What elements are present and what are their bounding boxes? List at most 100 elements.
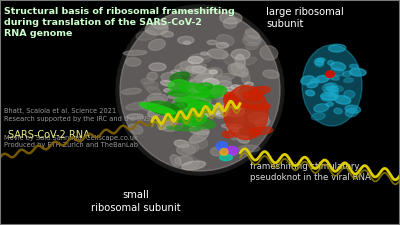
Ellipse shape (161, 72, 181, 82)
Ellipse shape (215, 106, 230, 118)
Ellipse shape (127, 114, 143, 119)
Text: Movie by Said Sannuga, Cellscape.co.uk
Produced by ETH Zurich and TheBanLab: Movie by Said Sannuga, Cellscape.co.uk P… (4, 135, 138, 148)
Ellipse shape (196, 86, 205, 91)
Ellipse shape (153, 21, 168, 29)
Ellipse shape (187, 79, 203, 92)
Ellipse shape (220, 148, 228, 155)
Ellipse shape (189, 87, 213, 94)
Ellipse shape (200, 107, 215, 116)
Ellipse shape (224, 95, 233, 100)
Ellipse shape (307, 82, 318, 88)
Ellipse shape (244, 31, 260, 44)
Ellipse shape (221, 151, 236, 156)
Ellipse shape (122, 88, 142, 94)
Ellipse shape (197, 111, 211, 118)
Ellipse shape (224, 96, 239, 105)
Ellipse shape (148, 39, 165, 50)
Ellipse shape (178, 36, 194, 44)
Ellipse shape (203, 86, 227, 99)
Ellipse shape (206, 70, 217, 77)
Ellipse shape (220, 154, 232, 161)
Ellipse shape (168, 80, 190, 92)
Ellipse shape (217, 95, 241, 108)
Ellipse shape (316, 75, 329, 83)
Ellipse shape (190, 76, 211, 89)
Ellipse shape (248, 112, 268, 124)
Ellipse shape (120, 9, 280, 171)
Ellipse shape (186, 100, 213, 113)
Ellipse shape (222, 131, 234, 138)
Ellipse shape (164, 89, 172, 92)
Ellipse shape (202, 87, 222, 95)
Ellipse shape (200, 52, 208, 55)
Ellipse shape (166, 109, 192, 119)
Ellipse shape (228, 63, 245, 75)
Ellipse shape (193, 88, 202, 92)
Ellipse shape (326, 75, 334, 79)
Ellipse shape (181, 105, 204, 113)
Ellipse shape (217, 34, 234, 46)
Ellipse shape (188, 88, 210, 98)
Text: small
ribosomal subunit: small ribosomal subunit (91, 190, 181, 213)
Ellipse shape (239, 145, 260, 152)
Ellipse shape (258, 103, 270, 110)
Ellipse shape (148, 93, 168, 104)
Ellipse shape (322, 83, 337, 92)
Ellipse shape (168, 94, 188, 99)
Ellipse shape (192, 119, 215, 128)
Ellipse shape (220, 12, 242, 24)
Ellipse shape (141, 78, 154, 84)
Ellipse shape (192, 80, 212, 90)
Ellipse shape (207, 79, 220, 85)
Ellipse shape (328, 44, 346, 52)
Ellipse shape (218, 81, 232, 87)
Ellipse shape (175, 62, 194, 72)
Ellipse shape (209, 105, 227, 114)
Ellipse shape (301, 76, 315, 85)
Ellipse shape (343, 71, 351, 77)
Ellipse shape (158, 124, 174, 131)
Ellipse shape (126, 58, 141, 66)
Ellipse shape (123, 50, 147, 55)
Ellipse shape (328, 92, 335, 97)
Ellipse shape (224, 92, 236, 101)
Ellipse shape (174, 113, 200, 123)
Text: frameshifting stimulatory
pseudoknot in the viral RNA: frameshifting stimulatory pseudoknot in … (250, 162, 371, 182)
Ellipse shape (198, 72, 214, 81)
Ellipse shape (310, 79, 319, 83)
Text: large ribosomal
subunit: large ribosomal subunit (266, 7, 344, 29)
Ellipse shape (168, 91, 191, 97)
Ellipse shape (170, 72, 189, 81)
Ellipse shape (140, 103, 175, 114)
Ellipse shape (216, 142, 228, 151)
Ellipse shape (208, 49, 228, 59)
Ellipse shape (197, 80, 210, 87)
Ellipse shape (325, 83, 334, 90)
Ellipse shape (330, 76, 339, 80)
Ellipse shape (149, 63, 166, 71)
Ellipse shape (334, 108, 342, 114)
Ellipse shape (194, 75, 207, 86)
Text: SARS-CoV-2 RNA: SARS-CoV-2 RNA (8, 130, 90, 140)
Ellipse shape (200, 110, 218, 116)
Ellipse shape (147, 72, 158, 80)
Ellipse shape (253, 94, 263, 101)
Ellipse shape (255, 118, 270, 127)
Ellipse shape (198, 108, 214, 114)
Ellipse shape (233, 101, 248, 107)
Ellipse shape (216, 110, 230, 117)
Ellipse shape (260, 46, 278, 60)
Ellipse shape (190, 88, 210, 98)
Ellipse shape (224, 18, 237, 29)
Ellipse shape (189, 93, 211, 104)
Ellipse shape (177, 103, 191, 109)
Ellipse shape (345, 108, 358, 117)
Ellipse shape (326, 71, 334, 78)
Ellipse shape (174, 97, 194, 102)
Ellipse shape (189, 53, 211, 60)
Ellipse shape (314, 58, 324, 65)
Ellipse shape (190, 126, 209, 135)
Ellipse shape (161, 31, 174, 37)
Ellipse shape (216, 43, 228, 48)
Ellipse shape (302, 45, 362, 126)
